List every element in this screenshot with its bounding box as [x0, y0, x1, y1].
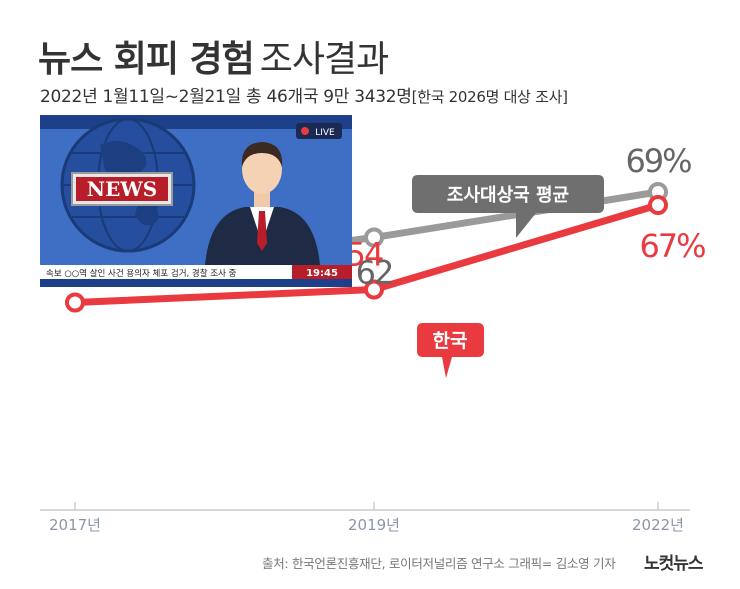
title-bold: 뉴스 회피 경험 — [38, 39, 255, 80]
source-credit: 출처: 한국언론진흥재단, 로이터저널리즘 연구소 그래픽= 김소영 기자 — [262, 556, 616, 571]
x-tick-label: 2017년 — [49, 516, 101, 534]
korea-callout-label: 한국 — [433, 330, 468, 352]
x-ticks: 2017년 2019년 2022년 — [49, 502, 684, 534]
live-label: LIVE — [315, 128, 335, 138]
average-point — [364, 227, 384, 248]
subtitle: 2022년 1월11일~2월21일 총 46개국 9만 3432명[한국 202… — [40, 82, 568, 107]
news-broadcast-image: NEWS LIVE 속보 ○○역 살인 사건 용의자 체포 검거, 경찰 조사 … — [40, 115, 352, 287]
average-data-label: 62 — [356, 254, 393, 292]
korea-point — [648, 195, 668, 215]
x-tick-label: 2019년 — [348, 516, 400, 534]
subtitle-main: 2022년 1월11일~2월21일 총 46개국 9만 3432명 — [40, 87, 412, 107]
publisher-logo: 노컷뉴스 — [644, 554, 704, 574]
korea-point — [65, 292, 85, 313]
subtitle-paren: [한국 2026명 대상 조사] — [411, 88, 568, 106]
korea-callout: 한국 — [417, 323, 484, 378]
average-data-label: 69% — [625, 142, 691, 180]
average-callout-label: 조사대상국 평균 — [447, 185, 569, 206]
ticker-time: 19:45 — [306, 268, 338, 279]
news-broadcast-illustration: NEWS LIVE 속보 ○○역 살인 사건 용의자 체포 검거, 경찰 조사 … — [40, 115, 352, 287]
korea-point — [364, 279, 384, 300]
title-light: 조사결과 — [259, 39, 389, 80]
average-callout: 조사대상국 평균 — [412, 175, 604, 238]
korea-data-label: 54 — [346, 236, 383, 274]
korea-data-label: 67% — [639, 227, 705, 265]
ticker-text: 속보 ○○역 살인 사건 용의자 체포 검거, 경찰 조사 중 — [46, 268, 237, 279]
x-tick-label: 2022년 — [632, 516, 684, 534]
page-title: 뉴스 회피 경험 조사결과 — [38, 30, 389, 82]
news-label: NEWS — [87, 177, 157, 201]
